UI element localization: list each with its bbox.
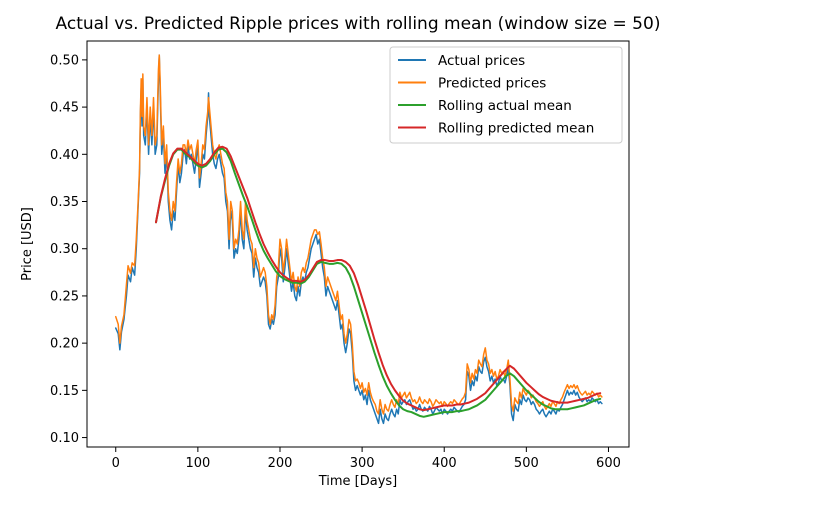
y-tick-label: 0.40: [50, 148, 79, 163]
y-tick-label: 0.30: [50, 242, 79, 257]
series-line-3: [154, 147, 602, 418]
x-axis: 0 100 200 300 400 500 600: [112, 447, 621, 471]
y-tick-label: 0.25: [50, 289, 79, 304]
y-tick-label: 0.10: [50, 431, 79, 446]
legend-box: [389, 46, 623, 144]
x-axis-label: Time [Days]: [318, 474, 398, 489]
y-axis-label: Price [USD]: [20, 207, 35, 281]
y-tick-label: 0.45: [50, 101, 79, 116]
legend: Actual prices Predicted prices Rolling act…: [389, 46, 623, 144]
plot-area: [114, 54, 603, 425]
y-tick-label: 0.20: [50, 337, 79, 352]
series-line-4: [154, 145, 602, 412]
y-axis: 0.10 0.15 0.20 0.25 0.30 0.35 0.40 0.45 0.50: [50, 53, 87, 446]
y-tick-label: 0.35: [50, 195, 79, 210]
x-tick-label: 500: [514, 456, 539, 471]
legend-entry: Predicted prices: [438, 76, 546, 92]
legend-entry: Actual prices: [438, 53, 525, 69]
x-tick-label: 600: [596, 456, 621, 471]
x-tick-label: 400: [432, 456, 457, 471]
x-tick-label: 0: [112, 456, 120, 471]
x-tick-label: 200: [268, 456, 293, 471]
x-tick-label: 100: [185, 456, 210, 471]
x-tick-label: 300: [350, 456, 375, 471]
series-line-2: [114, 54, 603, 415]
legend-entry: Rolling predicted mean: [438, 121, 594, 137]
y-tick-label: 0.15: [50, 384, 79, 399]
legend-entry: Rolling actual mean: [438, 98, 572, 114]
chart-title: Actual vs. Predicted Ripple prices with …: [56, 14, 661, 34]
y-tick-label: 0.50: [50, 53, 79, 68]
plot-frame: [86, 40, 630, 448]
